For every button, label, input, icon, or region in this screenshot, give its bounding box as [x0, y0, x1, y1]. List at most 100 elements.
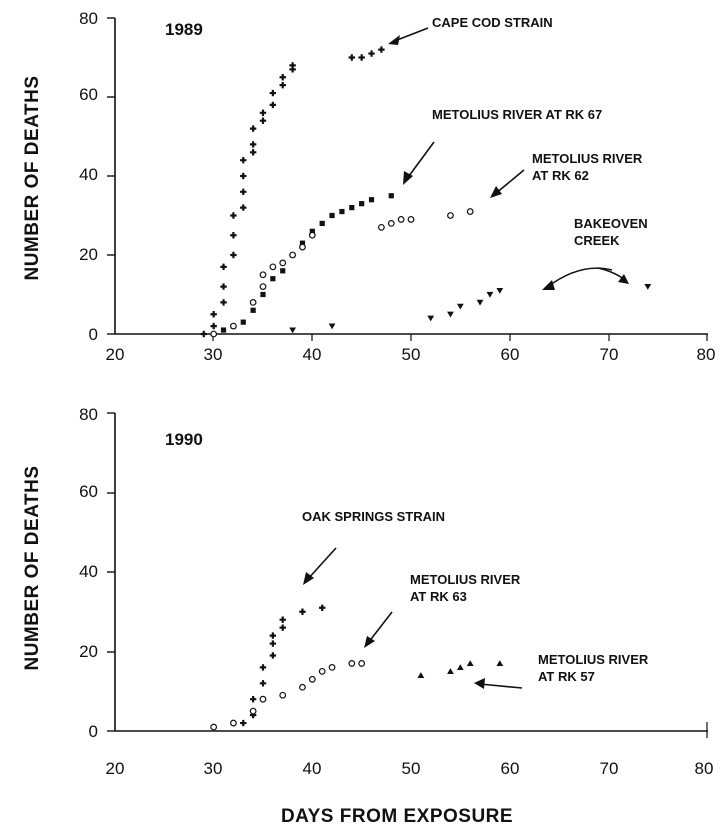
- data-point-oak-springs-strain: [240, 719, 247, 727]
- annotation-cape-cod-strain: CAPE COD STRAIN: [432, 15, 553, 30]
- y-tick-label: 40: [79, 165, 98, 184]
- y-tick-label: 80: [79, 9, 98, 28]
- data-point-bakeoven-creek: [289, 327, 296, 334]
- panel-1990: 1990 NUMBER OF DEATHS 0 20 40 60 80 20 3…: [22, 405, 713, 778]
- data-point-cape-cod-strain: [200, 330, 207, 338]
- data-point-cape-cod-strain: [230, 212, 237, 219]
- data-point-metolius-river-at-rk-67: [388, 193, 394, 199]
- arrowhead: [303, 572, 314, 585]
- annotation-bakeoven-line2: CREEK: [574, 233, 620, 248]
- y-tick-label: 60: [79, 85, 98, 104]
- data-point-metolius-river-at-rk-63: [229, 719, 237, 727]
- annotation-arrow: [479, 683, 523, 689]
- data-point-cape-cod-strain: [220, 299, 227, 306]
- data-point-metolius-river-at-rk-62: [289, 251, 297, 259]
- data-point-oak-springs-strain: [279, 616, 286, 623]
- data-point-bakeoven-creek: [496, 287, 504, 294]
- x-tick-label: 20: [106, 345, 125, 364]
- arrowhead: [364, 636, 375, 648]
- y-tick-label: 80: [79, 405, 98, 424]
- panel-title-1989: 1989: [165, 20, 203, 39]
- data-point-metolius-river-at-rk-62: [466, 208, 474, 215]
- arrowhead: [618, 274, 629, 284]
- y-tick-label: 40: [79, 562, 98, 581]
- data-point-metolius-river-at-rk-67: [299, 240, 306, 246]
- x-tick-label: 40: [303, 759, 322, 778]
- data-point-metolius-river-at-rk-67: [319, 220, 325, 226]
- data-point-metolius-river-at-rk-63: [279, 691, 287, 699]
- arrowhead: [490, 186, 502, 198]
- x-tick-label: 30: [204, 759, 223, 778]
- y-axis-label: NUMBER OF DEATHS: [22, 465, 43, 670]
- data-point-cape-cod-strain: [220, 263, 227, 271]
- data-point-oak-springs-strain: [259, 680, 267, 687]
- annotation-metolius-rk63-line1: METOLIUS RIVER: [410, 572, 521, 587]
- x-tick-label: 40: [303, 345, 322, 364]
- annotation-metolius-rk67: METOLIUS RIVER AT RK 67: [432, 107, 602, 122]
- y-tick-label: 0: [89, 325, 98, 344]
- data-point-metolius-river-at-rk-62: [229, 322, 237, 330]
- x-tick-label: 30: [204, 345, 223, 364]
- arrowhead: [542, 280, 555, 290]
- data-point-cape-cod-strain: [279, 74, 286, 81]
- data-point-bakeoven-creek: [447, 311, 454, 318]
- data-point-oak-springs-strain: [269, 652, 277, 659]
- data-point-cape-cod-strain: [240, 172, 247, 180]
- data-point-metolius-river-at-rk-62: [259, 283, 267, 291]
- arrowhead: [388, 35, 400, 45]
- data-point-cape-cod-strain: [289, 62, 296, 69]
- data-point-oak-springs-strain: [269, 632, 277, 639]
- data-point-metolius-river-at-rk-67: [349, 205, 355, 211]
- data-point-metolius-river-at-rk-67: [220, 327, 227, 333]
- data-point-metolius-river-at-rk-62: [308, 231, 316, 239]
- data-point-cape-cod-strain: [230, 251, 237, 259]
- data-point-metolius-river-at-rk-62: [299, 243, 306, 251]
- annotation-arrow: [367, 611, 393, 644]
- data-point-metolius-river-at-rk-62: [397, 216, 405, 223]
- data-point-cape-cod-strain: [368, 50, 375, 57]
- panel-title-1990: 1990: [165, 430, 203, 449]
- data-point-oak-springs-strain: [249, 696, 257, 703]
- annotation-metolius-rk57-line1: METOLIUS RIVER: [538, 652, 649, 667]
- x-tick-label: 20: [106, 759, 125, 778]
- data-point-cape-cod-strain: [220, 283, 227, 290]
- data-points-1990: [210, 604, 504, 731]
- data-point-metolius-river-at-rk-63: [259, 695, 267, 703]
- x-tick-label: 80: [695, 759, 714, 778]
- data-point-metolius-river-at-rk-57: [496, 660, 504, 667]
- x-tick-label: 50: [402, 345, 421, 364]
- data-point-bakeoven-creek: [644, 284, 652, 290]
- data-point-metolius-river-at-rk-57: [417, 672, 425, 678]
- data-point-metolius-river-at-rk-63: [210, 723, 218, 731]
- data-point-metolius-river-at-rk-67: [368, 197, 375, 203]
- annotation-metolius-rk57-line2: AT RK 57: [538, 669, 595, 684]
- annotation-metolius-rk63-line2: AT RK 63: [410, 589, 467, 604]
- annotation-arrow: [405, 141, 435, 181]
- data-point-cape-cod-strain: [279, 81, 286, 89]
- annotation-bakeoven-line1: BAKEOVEN: [574, 216, 648, 231]
- data-point-metolius-river-at-rk-63: [358, 660, 366, 667]
- data-point-cape-cod-strain: [358, 54, 365, 61]
- data-point-oak-springs-strain: [319, 604, 326, 611]
- annotation-arrow: [494, 169, 525, 195]
- y-tick-label: 20: [79, 245, 98, 264]
- data-point-cape-cod-strain: [348, 54, 355, 61]
- data-point-metolius-river-at-rk-62: [279, 259, 287, 267]
- data-point-cape-cod-strain: [240, 204, 247, 211]
- y-axis-label: NUMBER OF DEATHS: [22, 75, 43, 280]
- data-point-metolius-river-at-rk-62: [407, 216, 415, 223]
- x-tick-label: 70: [600, 345, 619, 364]
- data-point-metolius-river-at-rk-62: [210, 330, 218, 338]
- panel-1989: 1989 NUMBER OF DEATHS 0 20 40 60 80 20 3…: [22, 9, 715, 364]
- data-point-cape-cod-strain: [259, 109, 267, 116]
- data-point-metolius-river-at-rk-67: [280, 268, 286, 274]
- data-points-1989: [200, 46, 652, 338]
- data-point-metolius-river-at-rk-57: [447, 668, 454, 674]
- x-tick-label: 60: [501, 759, 520, 778]
- data-point-metolius-river-at-rk-62: [387, 219, 395, 227]
- data-point-metolius-river-at-rk-63: [348, 660, 356, 667]
- data-point-metolius-river-at-rk-63: [299, 683, 306, 691]
- data-point-bakeoven-creek: [486, 291, 494, 298]
- data-point-oak-springs-strain: [279, 624, 286, 631]
